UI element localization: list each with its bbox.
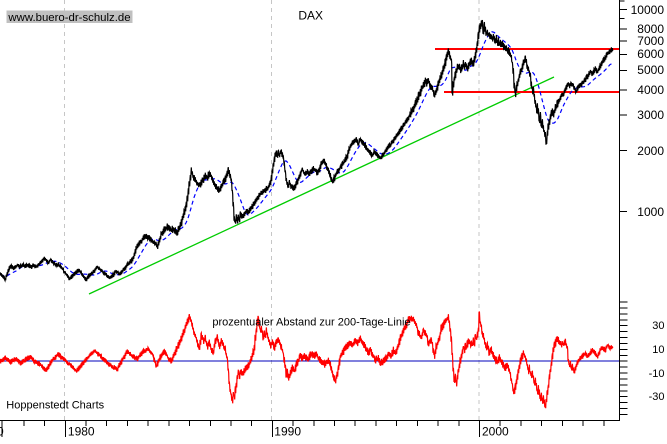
svg-text:30: 30 (652, 320, 664, 332)
svg-text:prozentualer Abstand zur 200-T: prozentualer Abstand zur 200-Tage-Linie (212, 317, 410, 329)
svg-text:1980: 1980 (68, 425, 95, 439)
svg-text:4000: 4000 (637, 83, 664, 97)
svg-text:3000: 3000 (637, 108, 664, 122)
svg-text:8000: 8000 (637, 22, 664, 36)
svg-text:2000: 2000 (482, 425, 509, 439)
svg-text:6000: 6000 (637, 47, 664, 61)
svg-text:Hoppenstedt Charts: Hoppenstedt Charts (6, 400, 104, 412)
svg-text:1000: 1000 (637, 205, 664, 219)
svg-text:5000: 5000 (637, 63, 664, 77)
svg-text:7000: 7000 (637, 34, 664, 48)
svg-text:DAX: DAX (298, 9, 323, 23)
svg-text:www.buero-dr-schulz.de: www.buero-dr-schulz.de (7, 12, 130, 24)
svg-text:1990: 1990 (274, 425, 301, 439)
svg-text:-10: -10 (649, 368, 665, 380)
svg-text:-30: -30 (649, 391, 665, 403)
svg-text:10000: 10000 (631, 3, 665, 17)
svg-text:10: 10 (652, 344, 664, 356)
svg-text:0: 0 (0, 425, 4, 439)
svg-text:2000: 2000 (637, 144, 664, 158)
